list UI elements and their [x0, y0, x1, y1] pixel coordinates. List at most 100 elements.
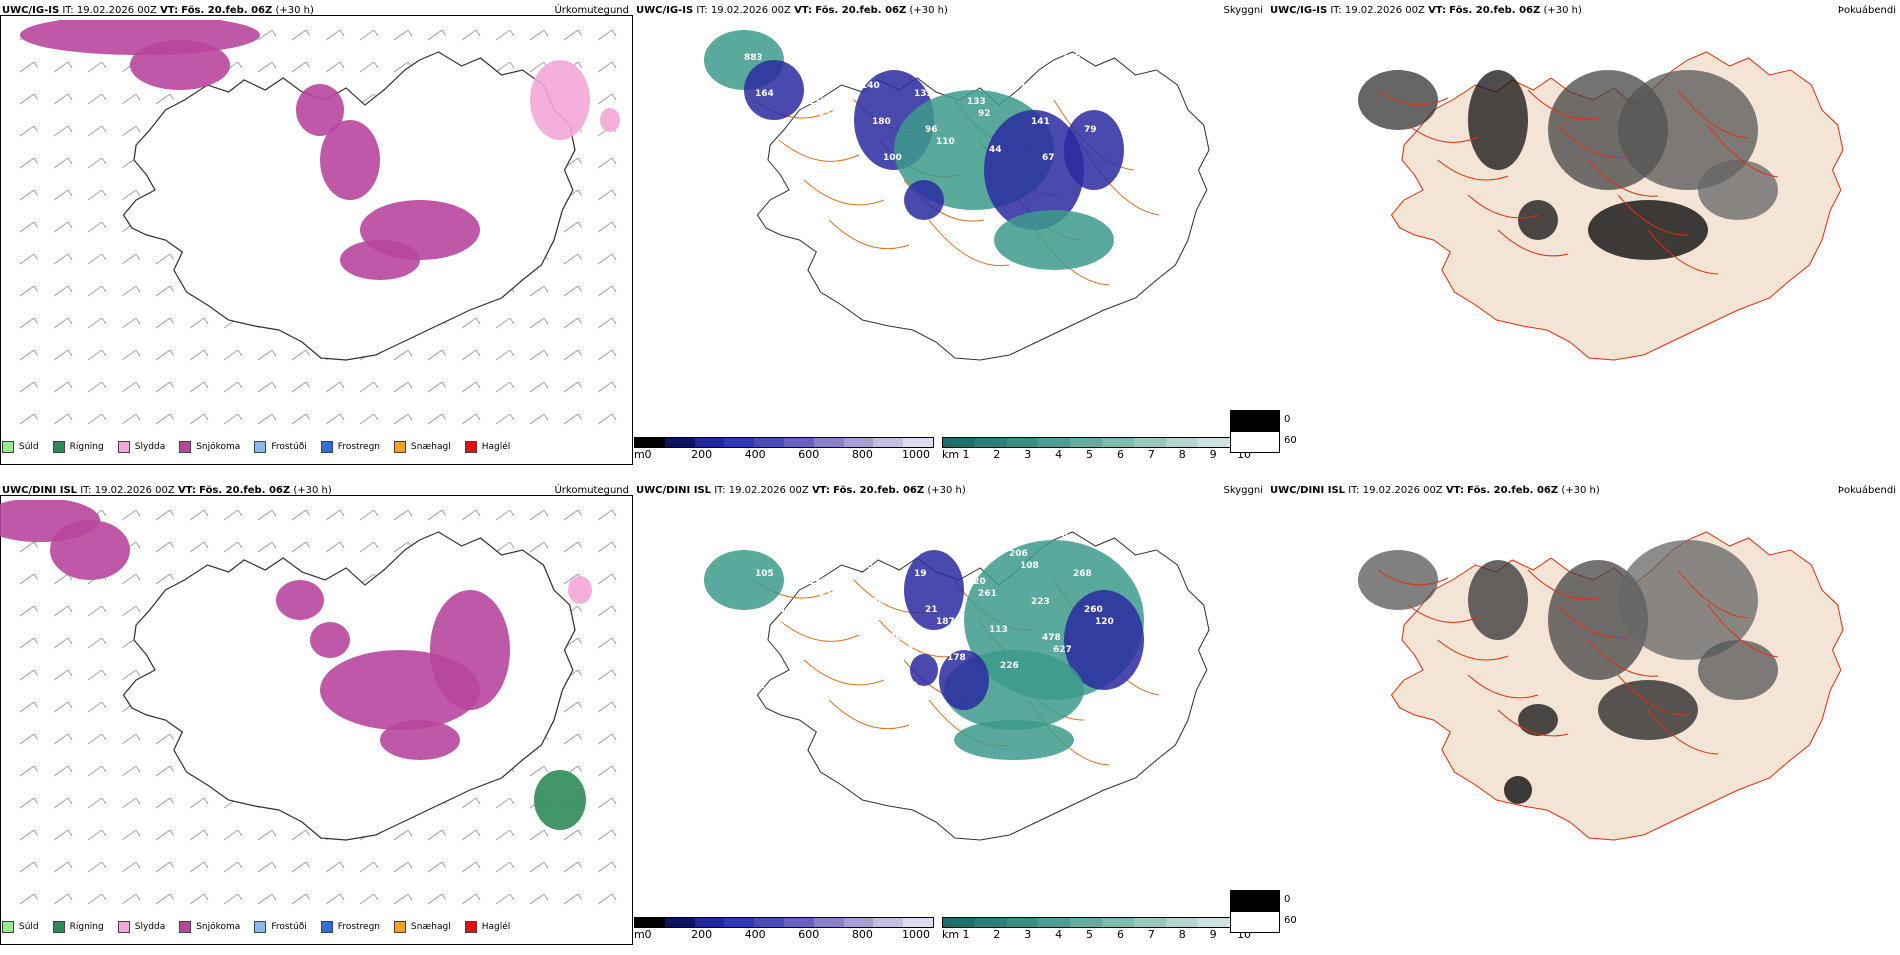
bar-step — [635, 918, 665, 927]
ceiling-visibility-area — [994, 210, 1114, 270]
bar-tick-label: 600 — [798, 448, 820, 461]
ceiling-value-label: 273 — [788, 653, 807, 663]
bar-step — [903, 438, 933, 447]
legend-label: Snæhagl — [411, 922, 451, 932]
ceiling-value-label: 105 — [755, 569, 774, 579]
ceiling-value-label: 478 — [1042, 633, 1061, 643]
wind-barb — [87, 157, 107, 169]
ceiling-value-label: 883 — [744, 53, 763, 63]
ceiling-value-label: 177 — [819, 589, 838, 599]
ceiling-value-label: 197 — [744, 533, 763, 543]
wind-barb — [325, 509, 345, 521]
wind-barb — [121, 285, 141, 297]
wind-barb — [155, 317, 175, 329]
bar-tick-label: 5 — [1086, 928, 1094, 941]
bar-tick-label: 5 — [1086, 448, 1094, 461]
wind-barb — [495, 893, 515, 905]
wind-barb — [87, 221, 107, 233]
wind-barb — [121, 509, 141, 521]
bar-tick-label: 800 — [851, 928, 873, 941]
wind-barb — [87, 829, 107, 841]
road-line — [1497, 229, 1569, 257]
wind-barb — [325, 413, 345, 425]
bar-tick-label: 0 — [644, 928, 652, 941]
wind-barb — [19, 669, 39, 681]
bar-step — [843, 438, 874, 447]
road-line — [1497, 709, 1569, 737]
legend-swatch — [2, 441, 14, 453]
legend-item: Frostúði — [254, 920, 307, 934]
ceiling-bar-gradient — [634, 437, 934, 448]
wind-barb — [495, 797, 515, 809]
vt-label: VT: — [794, 5, 813, 16]
ceiling-value-label: 226 — [1000, 661, 1019, 671]
legend-item: Frostúði — [254, 440, 307, 454]
legend-label: Frostúði — [271, 442, 307, 452]
visibility-panel-top: UWC/IG-IS IT: 19.02.2026 00Z VT: Fös. 20… — [634, 0, 1267, 470]
bar-step — [813, 918, 844, 927]
wind-barb — [223, 509, 243, 521]
bar-step — [873, 438, 904, 447]
wind-barb — [529, 317, 549, 329]
precip-area — [568, 576, 592, 604]
ceiling-value-label: 21 — [925, 605, 938, 615]
precip-area — [320, 650, 480, 730]
wind-barb — [461, 797, 481, 809]
precip-type-panel-bottom: UWC/DINI ISL IT: 19.02.2026 00Z VT: Fös.… — [0, 480, 633, 950]
wind-barb — [121, 125, 141, 137]
wind-barb — [597, 93, 617, 105]
it-value: 19.02.2026 00Z — [710, 5, 791, 16]
ceiling-value-label: 130 — [894, 645, 913, 655]
precip-area — [340, 240, 420, 280]
wind-barb — [393, 381, 413, 393]
wind-barb — [359, 509, 379, 521]
bar-unit: km — [942, 448, 960, 461]
wind-barb — [461, 509, 481, 521]
ceiling-value-label: 93 — [1073, 89, 1086, 99]
ceiling-visibility-area — [904, 180, 944, 220]
panel-header: UWC/IG-IS IT: 19.02.2026 00Z VT: Fös. 20… — [636, 4, 1263, 18]
ceiling-value-label: 116 — [819, 109, 838, 119]
wind-barb — [87, 637, 107, 649]
road-line — [1527, 569, 1599, 600]
legend-swatch — [254, 441, 267, 453]
it-label: IT: — [80, 485, 92, 496]
panel-header: UWC/IG-IS IT: 19.02.2026 00Z VT: Fös. 20… — [2, 4, 629, 18]
wind-barb — [359, 541, 379, 553]
top-row: UWC/IG-IS IT: 19.02.2026 00Z VT: Fös. 20… — [0, 0, 1900, 475]
wind-barb — [19, 349, 39, 361]
wind-barb — [597, 317, 617, 329]
ceiling-value-label: 185 — [1062, 53, 1081, 63]
wind-barb — [189, 541, 209, 553]
ceiling-visibility-area — [744, 60, 804, 120]
wind-barb — [19, 61, 39, 73]
vt-value: Fös. 20.feb. 06Z — [1467, 485, 1559, 496]
wind-barb — [19, 765, 39, 777]
wind-barb — [19, 157, 39, 169]
model-name: UWC/DINI ISL — [1270, 485, 1346, 496]
fog-index-map — [1358, 531, 1844, 841]
bar-tick-label: 3 — [1024, 928, 1032, 941]
fog-area — [1358, 70, 1438, 130]
panel-frame — [0, 495, 633, 945]
ceiling-value-label: 101 — [852, 673, 871, 683]
lead-time: (+30 h) — [275, 5, 314, 16]
ceiling-value-label: 260 — [1084, 605, 1103, 615]
wind-barb — [87, 349, 107, 361]
wind-barb — [87, 733, 107, 745]
wind-barb — [427, 349, 447, 361]
bar-tick-label: 8 — [1178, 928, 1186, 941]
wind-barb — [597, 253, 617, 265]
wind-barb — [291, 61, 311, 73]
wind-barb — [121, 93, 141, 105]
panel-header: UWC/DINI ISL IT: 19.02.2026 00Z VT: Fös.… — [1270, 484, 1896, 498]
ceiling-value-label: 130 — [808, 577, 827, 587]
road-line — [1437, 639, 1509, 661]
wind-barb — [155, 93, 175, 105]
legend-item: Frostregn — [320, 440, 380, 454]
wind-barb — [359, 381, 379, 393]
wind-barb — [529, 509, 549, 521]
wind-barb — [121, 349, 141, 361]
fog-box-top-label: 0 — [1284, 894, 1291, 905]
ceiling-value-label: 135 — [914, 89, 933, 99]
